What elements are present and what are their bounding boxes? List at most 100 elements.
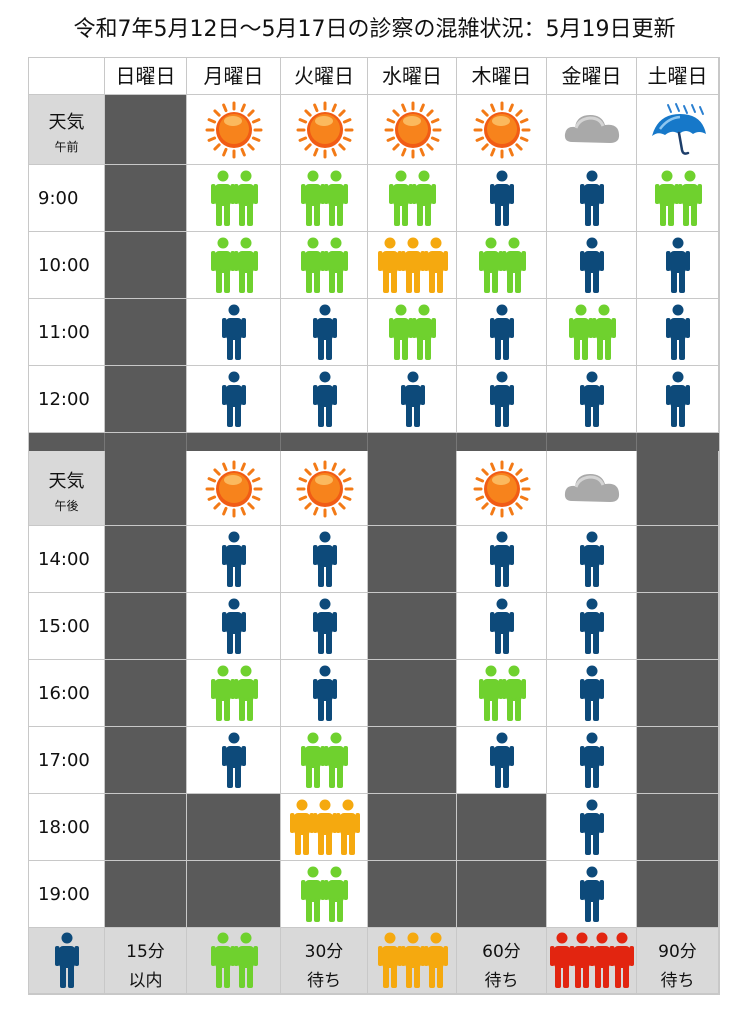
congestion-level-1-icon bbox=[490, 531, 514, 587]
cloud-icon bbox=[564, 473, 620, 502]
slot-cell bbox=[105, 861, 187, 928]
day-header-label: 月曜日 bbox=[203, 64, 264, 88]
person-icon bbox=[289, 799, 314, 855]
person-icon bbox=[210, 932, 235, 988]
slot-cell bbox=[457, 861, 547, 928]
time-label-cell: 11:00 bbox=[29, 299, 105, 366]
legend-wait-label: 待ち bbox=[660, 971, 695, 991]
time-label: 16:00 bbox=[38, 683, 90, 704]
congestion-level-1-icon bbox=[490, 371, 514, 427]
person-icon bbox=[324, 732, 348, 788]
congestion-level-1-icon bbox=[490, 304, 514, 360]
slot-cell bbox=[457, 794, 547, 861]
weather-cell bbox=[105, 451, 187, 526]
separator-gridline bbox=[456, 433, 457, 451]
congestion-level-1-icon bbox=[222, 304, 246, 360]
legend-level-2-icon bbox=[210, 932, 258, 988]
congestion-level-1-icon bbox=[400, 371, 425, 427]
day-header: 日曜日 bbox=[105, 58, 187, 95]
separator-gridline bbox=[636, 433, 637, 451]
person-icon bbox=[301, 732, 325, 788]
legend-wait-time: 60分 bbox=[482, 942, 521, 962]
time-label: 12:00 bbox=[38, 389, 90, 410]
legend-level-4-icon bbox=[550, 932, 634, 988]
slot-cell bbox=[105, 232, 187, 299]
person-icon bbox=[501, 237, 526, 293]
congestion-level-2-icon bbox=[210, 170, 258, 226]
congestion-level-1-icon bbox=[490, 170, 514, 226]
am-pm-separator bbox=[29, 433, 719, 451]
separator-gridline bbox=[104, 433, 105, 451]
legend-level-1-icon bbox=[55, 932, 79, 988]
time-label: 14:00 bbox=[38, 549, 90, 570]
person-icon bbox=[580, 237, 604, 293]
person-icon bbox=[233, 932, 258, 988]
day-header-label: 土曜日 bbox=[647, 64, 708, 88]
weather-label: 天気 午後 bbox=[29, 451, 105, 526]
congestion-table: 日曜日 月曜日 火曜日 水曜日 木曜日 金曜日 土曜日 天気 午前 9:00 10:00 11:00 1… bbox=[28, 57, 720, 995]
person-icon bbox=[233, 665, 258, 721]
person-icon bbox=[550, 932, 574, 988]
time-label-cell: 15:00 bbox=[29, 593, 105, 660]
separator-gridline bbox=[186, 433, 187, 451]
person-icon bbox=[335, 799, 360, 855]
separator-gridline bbox=[280, 433, 281, 451]
person-icon bbox=[423, 237, 448, 293]
person-icon bbox=[610, 932, 634, 988]
person-icon bbox=[400, 237, 425, 293]
congestion-level-1-icon bbox=[666, 237, 690, 293]
day-header-label: 木曜日 bbox=[471, 64, 532, 88]
person-icon bbox=[222, 304, 246, 360]
slot-cell bbox=[105, 593, 187, 660]
day-header-label: 金曜日 bbox=[561, 64, 622, 88]
congestion-level-2-icon bbox=[301, 732, 348, 788]
person-icon bbox=[580, 732, 604, 788]
slot-cell bbox=[368, 526, 457, 593]
person-icon bbox=[654, 170, 679, 226]
person-icon bbox=[222, 531, 246, 587]
congestion-level-2-icon bbox=[210, 237, 258, 293]
slot-cell bbox=[187, 861, 281, 928]
person-icon bbox=[210, 237, 235, 293]
congestion-level-1-icon bbox=[580, 665, 604, 721]
legend-wait-time: 15分 bbox=[126, 942, 165, 962]
person-icon bbox=[412, 170, 436, 226]
legend-wait-time: 30分 bbox=[304, 942, 344, 962]
congestion-level-1-icon bbox=[312, 598, 337, 654]
congestion-level-2-icon bbox=[301, 170, 348, 226]
person-icon bbox=[55, 932, 79, 988]
congestion-level-2-icon bbox=[301, 866, 348, 922]
congestion-level-1-icon bbox=[312, 371, 337, 427]
person-icon bbox=[490, 304, 514, 360]
congestion-level-1-icon bbox=[222, 531, 246, 587]
time-label: 15:00 bbox=[38, 616, 90, 637]
person-icon bbox=[478, 665, 503, 721]
person-icon bbox=[400, 932, 425, 988]
time-label: 18:00 bbox=[38, 817, 90, 838]
time-label: 10:00 bbox=[38, 255, 90, 276]
person-icon bbox=[412, 304, 436, 360]
sun-icon bbox=[473, 460, 531, 517]
slot-cell bbox=[105, 299, 187, 366]
congestion-level-2-icon bbox=[389, 170, 436, 226]
person-icon bbox=[210, 170, 235, 226]
person-icon bbox=[400, 371, 425, 427]
congestion-level-1-icon bbox=[580, 371, 604, 427]
person-icon bbox=[222, 732, 246, 788]
slot-cell bbox=[368, 727, 457, 794]
person-icon bbox=[312, 304, 337, 360]
slot-cell bbox=[637, 727, 719, 794]
person-icon bbox=[490, 170, 514, 226]
slot-cell bbox=[105, 165, 187, 232]
time-label: 19:00 bbox=[38, 884, 90, 905]
day-header: 木曜日 bbox=[457, 58, 547, 95]
person-icon bbox=[580, 799, 604, 855]
umbrella-icon bbox=[652, 103, 706, 155]
person-icon bbox=[490, 732, 514, 788]
time-label-cell: 17:00 bbox=[29, 727, 105, 794]
time-label-cell: 18:00 bbox=[29, 794, 105, 861]
slot-cell bbox=[368, 861, 457, 928]
sun-icon bbox=[205, 101, 263, 159]
slot-cell bbox=[368, 794, 457, 861]
slot-cell bbox=[105, 794, 187, 861]
